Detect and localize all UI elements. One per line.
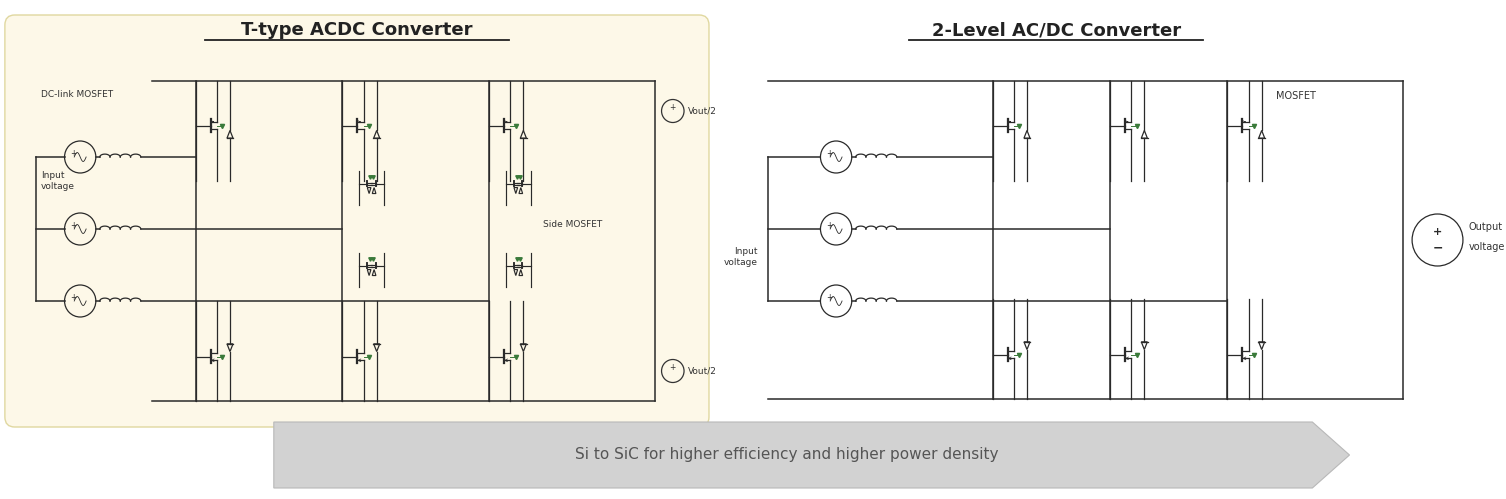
Polygon shape bbox=[274, 422, 1349, 488]
Text: +: + bbox=[825, 292, 833, 301]
Text: Vout/2: Vout/2 bbox=[687, 366, 717, 376]
Text: MOSFET: MOSFET bbox=[1276, 91, 1316, 101]
Text: +: + bbox=[825, 149, 833, 158]
Text: Vout/2: Vout/2 bbox=[687, 106, 717, 115]
Text: Input
voltage: Input voltage bbox=[724, 248, 758, 266]
Text: +: + bbox=[1432, 227, 1443, 237]
Text: +: + bbox=[670, 103, 676, 112]
Text: Output: Output bbox=[1468, 222, 1503, 232]
Text: Side MOSFET: Side MOSFET bbox=[542, 220, 602, 229]
Text: +: + bbox=[670, 363, 676, 372]
Text: +: + bbox=[69, 221, 77, 230]
Text: −: − bbox=[1432, 241, 1443, 254]
Text: voltage: voltage bbox=[1468, 242, 1504, 252]
Text: T-type ACDC Converter: T-type ACDC Converter bbox=[241, 21, 473, 39]
Text: +: + bbox=[69, 149, 77, 158]
Text: DC-link MOSFET: DC-link MOSFET bbox=[41, 89, 113, 98]
FancyBboxPatch shape bbox=[5, 15, 709, 427]
Text: +: + bbox=[825, 221, 833, 230]
Text: Input
voltage: Input voltage bbox=[41, 171, 75, 191]
Text: +: + bbox=[69, 292, 77, 301]
Text: 2-Level AC/DC Converter: 2-Level AC/DC Converter bbox=[932, 21, 1181, 39]
Text: Si to SiC for higher efficiency and higher power density: Si to SiC for higher efficiency and high… bbox=[575, 448, 998, 463]
